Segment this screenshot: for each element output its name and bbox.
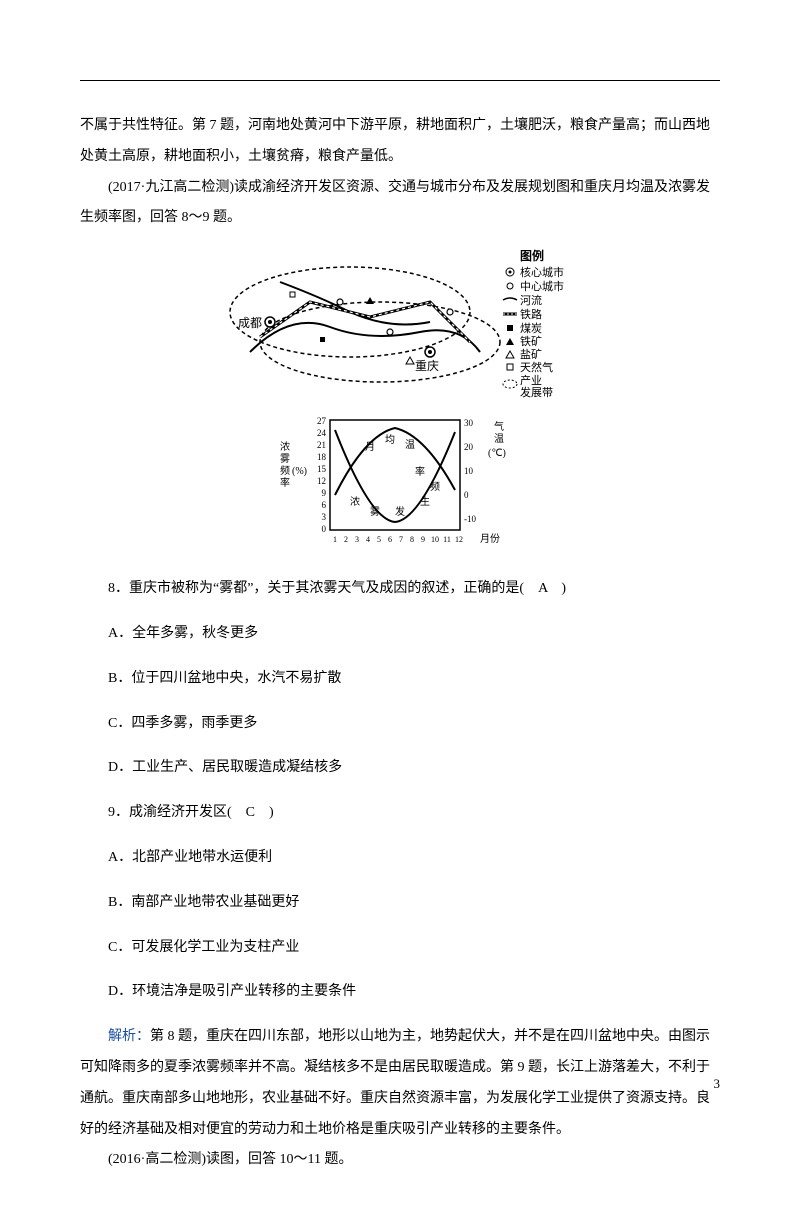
svg-text:频: 频 bbox=[430, 480, 440, 493]
svg-text:4: 4 bbox=[366, 535, 370, 544]
legend-belt2: 发展带 bbox=[520, 385, 553, 399]
svg-text:浓: 浓 bbox=[350, 496, 360, 508]
legend-belt1: 产业 bbox=[520, 373, 542, 387]
legend-river: 河流 bbox=[520, 293, 542, 307]
svg-text:6: 6 bbox=[388, 535, 392, 544]
chart-right-label1: 气 bbox=[494, 420, 504, 433]
q8-opt-c: C．四季多雾，雨季更多 bbox=[80, 709, 720, 740]
intro-10-11: (2016·高二检测)读图，回答 10～11 题。 bbox=[80, 1145, 720, 1176]
page-number: 3 bbox=[714, 1076, 721, 1092]
q9-opt-a: A．北部产业地带水运便利 bbox=[80, 843, 720, 874]
svg-text:11: 11 bbox=[443, 535, 451, 544]
svg-text:温: 温 bbox=[405, 439, 415, 451]
svg-text:3: 3 bbox=[322, 512, 327, 522]
svg-text:12: 12 bbox=[317, 476, 326, 486]
prelude-paragraph: 不属于共性特征。第 7 题，河南地处黄河中下游平原，耕地面积广，土壤肥沃，粮食产… bbox=[80, 111, 720, 173]
top-rule bbox=[80, 80, 720, 81]
q9-opt-d: D．环境洁净是吸引产业转移的主要条件 bbox=[80, 977, 720, 1008]
map-figure: 成都 重庆 图例 核心城市 中心城市 河流 铁路 bbox=[80, 242, 720, 402]
svg-text:雾: 雾 bbox=[370, 506, 380, 518]
svg-text:8: 8 bbox=[410, 535, 414, 544]
legend-title: 图例 bbox=[520, 248, 544, 263]
analysis-label: 解析： bbox=[108, 1029, 150, 1044]
chart-x-label: 月份 bbox=[480, 533, 500, 545]
svg-text:2: 2 bbox=[344, 535, 348, 544]
document-page: 不属于共性特征。第 7 题，河南地处黄河中下游平原，耕地面积广，土壤肥沃，粮食产… bbox=[0, 0, 800, 1216]
svg-text:12: 12 bbox=[455, 535, 463, 544]
legend-coal: 煤炭 bbox=[520, 322, 542, 335]
q9-opt-b: B．南部产业地带农业基础更好 bbox=[80, 888, 720, 919]
analysis-paragraph: 解析：第 8 题，重庆在四川东部，地形以山地为主，地势起伏大，并不是在四川盆地中… bbox=[80, 1022, 720, 1145]
q9-stem: 9．成渝经济开发区( C ) bbox=[80, 798, 720, 829]
svg-text:18: 18 bbox=[317, 452, 327, 462]
q9-opt-c: C．可发展化学工业为支柱产业 bbox=[80, 933, 720, 964]
chart-left-label1: 浓 bbox=[280, 441, 290, 453]
svg-text:3: 3 bbox=[355, 535, 359, 544]
svg-text:24: 24 bbox=[317, 428, 327, 438]
map-label-chengdu: 成都 bbox=[238, 316, 262, 330]
q8-suffix: ) bbox=[547, 581, 566, 596]
q8-prefix: 8．重庆市被称为“雾都”，关于其浓雾天气及成因的叙述，正确的是( bbox=[108, 581, 538, 596]
svg-text:6: 6 bbox=[322, 500, 327, 510]
svg-text:率: 率 bbox=[415, 465, 425, 478]
svg-text:(℃): (℃) bbox=[488, 448, 506, 459]
map-label-chongqing: 重庆 bbox=[415, 359, 439, 373]
svg-text:频: 频 bbox=[280, 464, 290, 477]
svg-text:9: 9 bbox=[322, 488, 327, 498]
legend-core-city: 核心城市 bbox=[520, 265, 564, 279]
analysis-body: 第 8 题，重庆在四川东部，地形以山地为主，地势起伏大，并不是在四川盆地中央。由… bbox=[80, 1029, 710, 1136]
svg-text:-10: -10 bbox=[464, 514, 476, 524]
legend-gas: 天然气 bbox=[520, 360, 553, 374]
svg-text:27: 27 bbox=[317, 416, 327, 426]
svg-text:10: 10 bbox=[431, 535, 439, 544]
svg-text:9: 9 bbox=[421, 535, 425, 544]
svg-text:20: 20 bbox=[464, 442, 474, 452]
svg-text:温: 温 bbox=[494, 433, 504, 445]
svg-text:发: 发 bbox=[395, 505, 405, 518]
legend-iron: 铁矿 bbox=[520, 335, 542, 348]
svg-text:率: 率 bbox=[280, 476, 290, 489]
svg-text:21: 21 bbox=[317, 440, 326, 450]
svg-text:生: 生 bbox=[420, 495, 430, 508]
q8-opt-a: A．全年多雾，秋冬更多 bbox=[80, 619, 720, 650]
q8-stem: 8．重庆市被称为“雾都”，关于其浓雾天气及成因的叙述，正确的是( A ) bbox=[80, 574, 720, 605]
svg-text:5: 5 bbox=[377, 535, 381, 544]
chart-figure: 272421 181512 963 0 302010 0-10 123 456 … bbox=[80, 410, 720, 560]
svg-text:(%): (%) bbox=[292, 466, 307, 477]
svg-text:15: 15 bbox=[317, 464, 327, 474]
svg-text:0: 0 bbox=[464, 490, 469, 500]
q9-answer: C bbox=[246, 805, 255, 820]
intro-8-9: (2017·九江高二检测)读成渝经济开发区资源、交通与城市分布及发展规划图和重庆… bbox=[80, 173, 720, 235]
svg-text:月: 月 bbox=[365, 441, 375, 453]
svg-text:1: 1 bbox=[333, 535, 337, 544]
q8-opt-b: B．位于四川盆地中央，水汽不易扩散 bbox=[80, 664, 720, 695]
svg-text:10: 10 bbox=[464, 466, 474, 476]
svg-text:7: 7 bbox=[399, 535, 403, 544]
q9-suffix: ) bbox=[255, 805, 274, 820]
svg-text:0: 0 bbox=[322, 524, 327, 534]
svg-text:雾: 雾 bbox=[280, 453, 290, 465]
svg-text:30: 30 bbox=[464, 418, 474, 428]
legend-salt: 盐矿 bbox=[520, 348, 542, 361]
legend-center-city: 中心城市 bbox=[520, 279, 564, 293]
q8-opt-d: D．工业生产、居民取暖造成凝结核多 bbox=[80, 753, 720, 784]
q9-prefix: 9．成渝经济开发区( bbox=[108, 805, 246, 820]
legend-rail: 铁路 bbox=[520, 308, 542, 321]
svg-text:均: 均 bbox=[385, 434, 395, 446]
